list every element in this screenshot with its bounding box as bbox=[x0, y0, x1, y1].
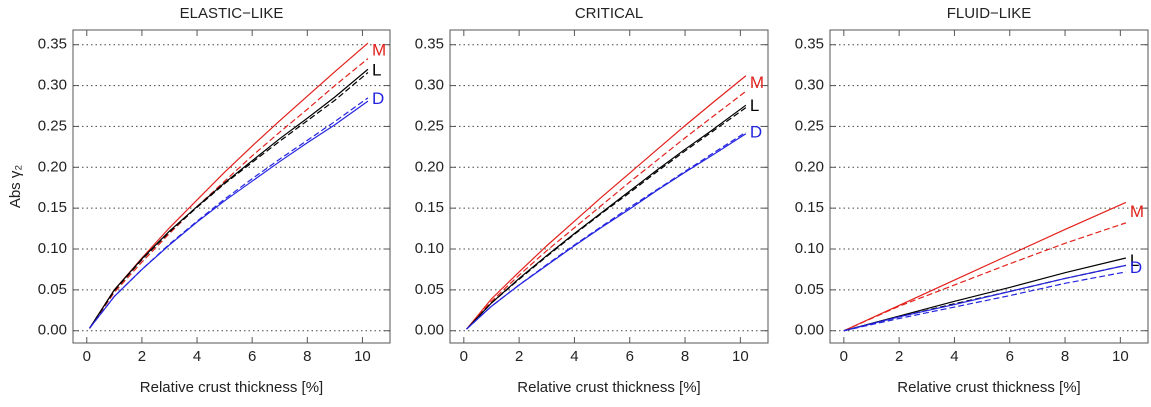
series-label: D bbox=[372, 89, 384, 108]
series-line bbox=[843, 201, 1127, 332]
y-tick-label: 0.00 bbox=[415, 322, 444, 339]
y-tick-label: 0.00 bbox=[795, 322, 824, 339]
series-label: M bbox=[372, 40, 386, 59]
x-tick-label: 6 bbox=[626, 348, 634, 365]
series-line bbox=[843, 257, 1127, 332]
series-label: M bbox=[1130, 202, 1144, 221]
y-tick-label: 0.35 bbox=[415, 36, 444, 53]
series-line bbox=[89, 58, 369, 329]
series-label: D bbox=[750, 122, 762, 141]
y-axis-label: Abs γ₂ bbox=[7, 165, 24, 209]
series-line bbox=[843, 264, 1127, 332]
series-line bbox=[843, 271, 1126, 332]
y-tick-label: 0.25 bbox=[795, 117, 824, 134]
series-line bbox=[89, 97, 369, 329]
x-tick-label: 10 bbox=[1112, 348, 1129, 365]
series-label: M bbox=[750, 73, 764, 92]
series-line bbox=[466, 131, 747, 330]
x-tick-label: 0 bbox=[840, 348, 848, 365]
y-tick-label: 0.35 bbox=[38, 36, 67, 53]
series-label: L bbox=[750, 96, 759, 115]
x-tick-label: 8 bbox=[681, 348, 689, 365]
x-tick-label: 10 bbox=[354, 348, 371, 365]
series-label: D bbox=[1130, 258, 1142, 277]
x-tick-label: 8 bbox=[1061, 348, 1069, 365]
series-line bbox=[466, 104, 747, 330]
y-tick-label: 0.25 bbox=[415, 117, 444, 134]
x-tick-label: 2 bbox=[138, 348, 146, 365]
x-tick-label: 8 bbox=[303, 348, 311, 365]
y-tick-label: 0.20 bbox=[795, 158, 824, 175]
panel-title: CRITICAL bbox=[575, 5, 643, 22]
y-tick-label: 0.35 bbox=[795, 36, 824, 53]
series-line bbox=[466, 107, 747, 330]
y-tick-label: 0.15 bbox=[38, 199, 67, 216]
x-tick-label: 6 bbox=[1006, 348, 1014, 365]
x-tick-label: 2 bbox=[895, 348, 903, 365]
series-line bbox=[89, 72, 369, 329]
plot-frame bbox=[449, 29, 769, 344]
plot-frame bbox=[72, 29, 391, 344]
x-tick-label: 6 bbox=[248, 348, 256, 365]
y-tick-label: 0.30 bbox=[415, 77, 444, 94]
series-line bbox=[89, 100, 369, 329]
y-tick-label: 0.05 bbox=[38, 281, 67, 298]
y-tick-label: 0.15 bbox=[415, 199, 444, 216]
y-tick-label: 0.15 bbox=[795, 199, 824, 216]
panel-title: FLUID−LIKE bbox=[947, 5, 1032, 22]
y-tick-label: 0.20 bbox=[38, 158, 67, 175]
x-tick-label: 2 bbox=[515, 348, 523, 365]
x-tick-label: 0 bbox=[460, 348, 468, 365]
x-tick-label: 4 bbox=[950, 348, 958, 365]
series-line bbox=[466, 133, 747, 330]
x-tick-label: 4 bbox=[193, 348, 201, 365]
y-tick-label: 0.30 bbox=[795, 77, 824, 94]
y-tick-label: 0.00 bbox=[38, 322, 67, 339]
y-tick-label: 0.20 bbox=[415, 158, 444, 175]
series-line bbox=[843, 222, 1127, 332]
x-tick-label: 0 bbox=[83, 348, 91, 365]
y-tick-label: 0.10 bbox=[38, 240, 67, 257]
series-line bbox=[843, 264, 1127, 332]
x-tick-label: 10 bbox=[732, 348, 749, 365]
y-tick-label: 0.10 bbox=[795, 240, 824, 257]
y-tick-label: 0.05 bbox=[795, 281, 824, 298]
y-tick-label: 0.25 bbox=[38, 117, 67, 134]
series-line bbox=[466, 75, 747, 330]
x-axis-label: Relative crust thickness [%] bbox=[897, 379, 1080, 396]
series-label: L bbox=[372, 60, 381, 79]
series-line bbox=[466, 90, 747, 330]
x-axis-label: Relative crust thickness [%] bbox=[517, 379, 700, 396]
x-axis-label: Relative crust thickness [%] bbox=[140, 379, 323, 396]
y-tick-label: 0.30 bbox=[38, 77, 67, 94]
y-tick-label: 0.05 bbox=[415, 281, 444, 298]
plot-frame bbox=[829, 29, 1149, 344]
x-tick-label: 4 bbox=[570, 348, 578, 365]
y-tick-label: 0.10 bbox=[415, 240, 444, 257]
panel-title: ELASTIC−LIKE bbox=[180, 5, 284, 22]
series-label: L bbox=[1130, 251, 1139, 270]
